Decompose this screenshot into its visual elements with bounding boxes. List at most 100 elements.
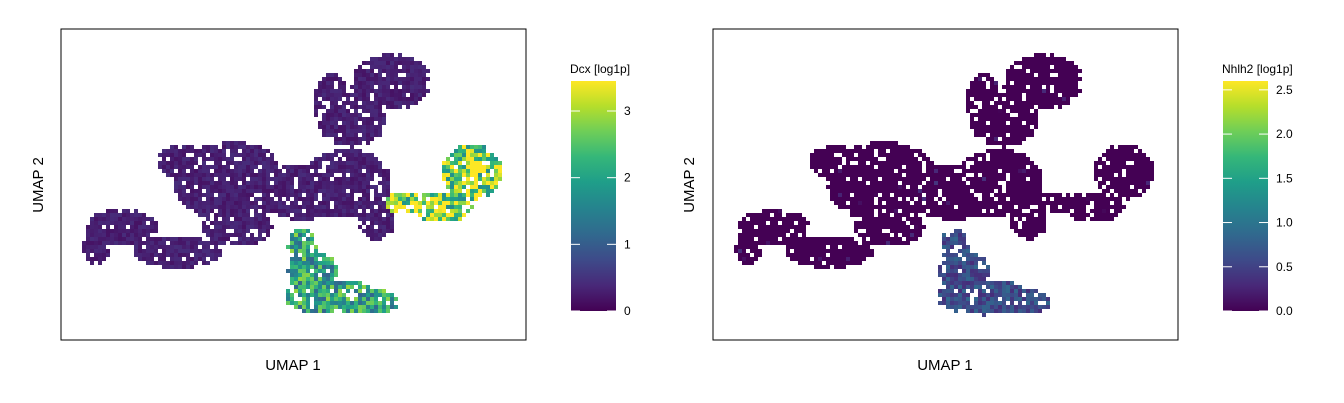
- hexbin-point: [214, 249, 218, 253]
- hexbin-point: [318, 209, 322, 213]
- hexbin-point: [1118, 153, 1122, 157]
- hexbin-point: [178, 241, 182, 245]
- hexbin-point: [378, 225, 382, 229]
- hexbin-point: [338, 113, 342, 117]
- hexbin-point: [978, 113, 982, 117]
- hexbin-point: [1002, 153, 1006, 157]
- hexbin-point: [310, 257, 314, 261]
- hexbin-point: [218, 201, 222, 205]
- hexbin-point: [1094, 213, 1098, 217]
- hexbin-point: [982, 121, 986, 125]
- hexbin-point: [498, 161, 502, 165]
- hexbin-point: [842, 237, 846, 241]
- hexbin-point: [906, 189, 910, 193]
- hexbin-point: [938, 181, 942, 185]
- hexbin-point: [174, 261, 178, 265]
- hexbin-point: [306, 277, 310, 281]
- hexbin-point: [230, 209, 234, 213]
- hexbin-point: [322, 189, 326, 193]
- hexbin-point: [290, 173, 294, 177]
- hexbin-point: [466, 177, 470, 181]
- hexbin-point: [862, 201, 866, 205]
- hexbin-point: [982, 289, 986, 293]
- hexbin-point: [334, 169, 338, 173]
- hexbin-point: [846, 153, 850, 157]
- hexbin-point: [986, 297, 990, 301]
- hexbin-point: [258, 229, 262, 233]
- hexbin-point: [910, 153, 914, 157]
- hexbin-point: [482, 149, 486, 153]
- hexbin-point: [310, 253, 314, 257]
- hexbin-point: [762, 241, 766, 245]
- hexbin-point: [186, 245, 190, 249]
- hexbin-point: [410, 69, 414, 73]
- hexbin-point: [958, 277, 962, 281]
- hexbin-point: [1002, 305, 1006, 309]
- hexbin-point: [1050, 57, 1054, 61]
- hexbin-point: [238, 209, 242, 213]
- hexbin-point: [1018, 177, 1022, 181]
- hexbin-point: [934, 165, 938, 169]
- hexbin-point: [218, 153, 222, 157]
- hexbin-point: [870, 205, 874, 209]
- hexbin-point: [1006, 189, 1010, 193]
- hexbin-point: [886, 141, 890, 145]
- hexbin-point: [754, 245, 758, 249]
- hexbin-point: [810, 161, 814, 165]
- hexbin-point: [418, 61, 422, 65]
- hexbin-point: [338, 289, 342, 293]
- hexbin-point: [350, 309, 354, 313]
- hexbin-point: [454, 193, 458, 197]
- hexbin-point: [366, 213, 370, 217]
- hexbin-point: [994, 309, 998, 313]
- hexbin-point: [194, 193, 198, 197]
- hexbin-point: [158, 237, 162, 241]
- hexbin-point: [886, 197, 890, 201]
- hexbin-point: [294, 249, 298, 253]
- hexbin-point: [354, 209, 358, 213]
- hexbin-point: [190, 165, 194, 169]
- hexbin-point: [1006, 193, 1010, 197]
- hexbin-point: [390, 57, 394, 61]
- hexbin-point: [138, 245, 142, 249]
- hexbin-point: [994, 201, 998, 205]
- hexbin-point: [294, 169, 298, 173]
- hexbin-point: [1014, 297, 1018, 301]
- hexbin-point: [1062, 61, 1066, 65]
- hexbin-point: [350, 149, 354, 153]
- hexbin-point: [474, 149, 478, 153]
- hexbin-point: [450, 181, 454, 185]
- hexbin-point: [378, 109, 382, 113]
- hexbin-point: [994, 85, 998, 89]
- hexbin-point: [354, 93, 358, 97]
- hexbin-point: [310, 181, 314, 185]
- hexbin-point: [774, 221, 778, 225]
- hexbin-point: [898, 185, 902, 189]
- hexbin-point: [410, 61, 414, 65]
- hexbin-point: [954, 185, 958, 189]
- hexbin-point: [1074, 197, 1078, 201]
- hexbin-point: [378, 65, 382, 69]
- hexbin-point: [250, 185, 254, 189]
- hexbin-point: [874, 205, 878, 209]
- hexbin-point: [906, 209, 910, 213]
- hexbin-point: [1030, 229, 1034, 233]
- hexbin-point: [878, 205, 882, 209]
- hexbin-point: [114, 237, 118, 241]
- hexbin-point: [178, 181, 182, 185]
- hexbin-point: [1006, 69, 1010, 73]
- hexbin-point: [474, 169, 478, 173]
- hexbin-point: [370, 153, 374, 157]
- hexbin-point: [1050, 53, 1054, 57]
- hexbin-point: [882, 221, 886, 225]
- hexbin-point: [314, 157, 318, 161]
- hexbin-point: [218, 165, 222, 169]
- hexbin-point: [962, 293, 966, 297]
- hexbin-point: [354, 213, 358, 217]
- hexbin-point: [986, 109, 990, 113]
- hexbin-point: [1022, 233, 1026, 237]
- hexbin-point: [342, 125, 346, 129]
- hexbin-point: [1098, 157, 1102, 161]
- hexbin-point: [1030, 121, 1034, 125]
- hexbin-point: [102, 237, 106, 241]
